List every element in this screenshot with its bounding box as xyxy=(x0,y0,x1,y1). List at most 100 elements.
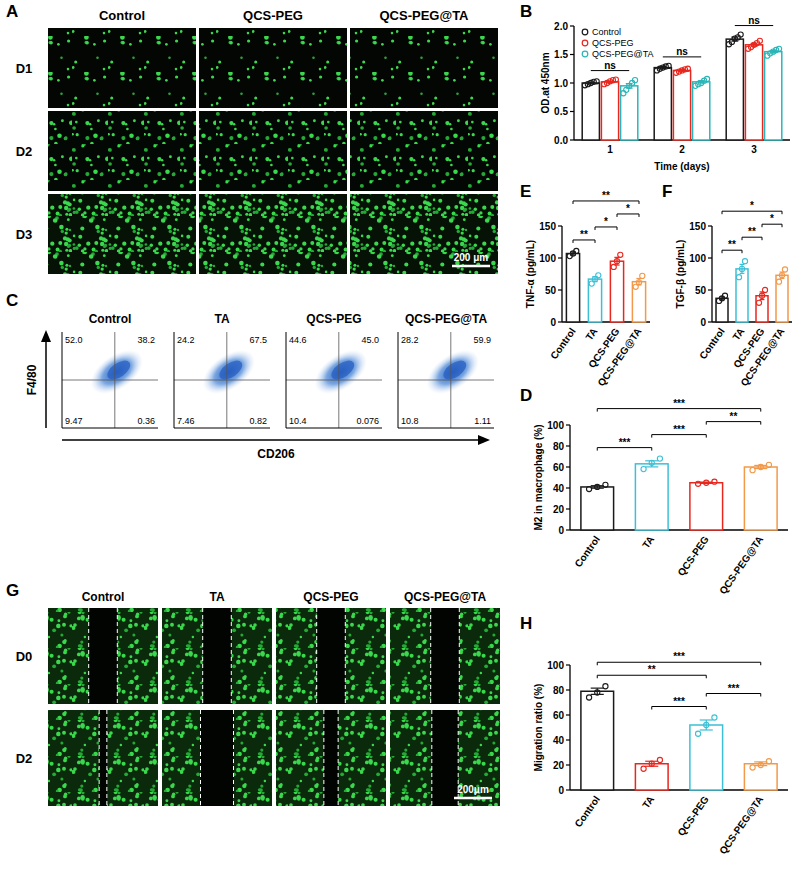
significance-label: ** xyxy=(580,229,588,240)
x-tick-label: TA xyxy=(640,534,656,551)
significance-bracket xyxy=(597,409,761,412)
bar xyxy=(726,39,743,140)
data-point xyxy=(750,765,755,770)
data-point xyxy=(766,759,771,764)
y-tick-label: 80 xyxy=(553,685,565,696)
y-tick-label: 0 xyxy=(558,525,564,536)
micrograph xyxy=(162,710,272,806)
error-bar xyxy=(700,482,713,483)
significance-label: * xyxy=(770,213,774,224)
data-point xyxy=(739,266,744,271)
data-point xyxy=(722,293,727,298)
panel-letter: D xyxy=(520,386,532,405)
error-bar xyxy=(591,688,604,694)
error-bar xyxy=(754,465,767,468)
data-point xyxy=(636,280,641,285)
y-tick xyxy=(558,225,562,226)
panel-letter: F xyxy=(662,182,672,201)
data-point xyxy=(586,486,591,491)
y-tick xyxy=(708,321,712,322)
y-tick-label: 100 xyxy=(547,420,564,431)
error-stem xyxy=(597,688,598,694)
error-cap xyxy=(645,466,658,467)
background xyxy=(0,0,800,891)
error-cap xyxy=(740,273,745,274)
significance-bracket xyxy=(573,201,639,204)
panel-letter: H xyxy=(520,614,532,633)
error-stem xyxy=(651,461,652,467)
data-point xyxy=(729,39,734,44)
y-tick xyxy=(558,289,562,290)
significance-label: * xyxy=(750,200,754,211)
y-tick xyxy=(566,689,570,690)
data-point xyxy=(685,66,690,71)
significance-label: ** xyxy=(648,664,656,675)
micrograph xyxy=(350,194,498,274)
column-head: QCS-PEG@TA xyxy=(404,590,486,604)
x-tick-label: 3 xyxy=(751,144,757,155)
error-cap xyxy=(591,688,604,689)
data-point xyxy=(595,484,600,489)
quadrant-value: 38.2 xyxy=(137,335,155,345)
legend-marker xyxy=(582,51,588,57)
row-label: D1 xyxy=(16,61,33,76)
bar xyxy=(581,691,614,790)
y-tick-label: 0.0 xyxy=(554,135,568,146)
y-tick-label: 20 xyxy=(553,760,565,771)
bar xyxy=(693,82,710,140)
axis-arrow xyxy=(45,340,47,428)
error-cap xyxy=(754,468,767,469)
significance-label: ** xyxy=(748,226,756,237)
data-point xyxy=(750,468,755,473)
x-tick-label: QCS-PEG@TA xyxy=(717,534,765,596)
quadrant-value: 67.5 xyxy=(249,335,267,345)
error-bar xyxy=(591,486,604,489)
micrograph xyxy=(276,608,386,704)
quadrant-value: 0.82 xyxy=(249,416,267,426)
y-tick xyxy=(566,529,570,530)
scratch-edge xyxy=(88,608,89,704)
y-tick xyxy=(566,789,570,790)
scratch-gap xyxy=(99,710,107,806)
density-cloud xyxy=(82,341,151,403)
y-tick xyxy=(566,466,570,467)
bar xyxy=(756,296,768,322)
y-tick xyxy=(566,487,570,488)
density-core xyxy=(216,357,245,383)
significance-bracket xyxy=(573,240,595,243)
y-tick-label: 80 xyxy=(553,441,565,452)
y-axis-title: Migration ratio (%) xyxy=(533,684,544,772)
scratch-gap xyxy=(203,608,232,704)
significance-label: *** xyxy=(673,696,685,707)
y-tick-label: 100 xyxy=(539,253,556,264)
error-cap xyxy=(591,488,604,489)
data-point xyxy=(595,690,600,695)
y-axis-title: M2 in macrophage (%) xyxy=(533,424,544,530)
bar xyxy=(635,464,668,530)
quadrant-value: 24.2 xyxy=(177,335,195,345)
scratch-edge xyxy=(99,710,100,806)
scratch-edge xyxy=(316,608,317,704)
data-point xyxy=(586,695,591,700)
error-bar xyxy=(614,257,619,265)
data-point xyxy=(779,273,784,278)
scratch-edge xyxy=(231,608,232,704)
scale-bar-label: 200 μm xyxy=(454,252,489,263)
significance-bracket xyxy=(597,662,761,665)
y-tick-label: 60 xyxy=(553,462,565,473)
column-head: Control xyxy=(99,8,145,23)
y-tick xyxy=(708,257,712,258)
plot-title: Control xyxy=(89,312,132,326)
significance-bracket xyxy=(722,211,782,214)
micrograph xyxy=(390,710,500,806)
x-tick-label: 1 xyxy=(607,144,613,155)
density-cloud xyxy=(418,341,487,403)
error-cap xyxy=(700,482,713,483)
micrograph xyxy=(276,710,386,806)
scratch-edge xyxy=(202,608,203,704)
row-label: D2 xyxy=(16,751,33,766)
quadrant-value: 45.0 xyxy=(361,335,379,345)
data-point xyxy=(632,78,637,83)
scratch-edge xyxy=(106,710,107,806)
quadrant-value: 1.11 xyxy=(474,416,491,426)
